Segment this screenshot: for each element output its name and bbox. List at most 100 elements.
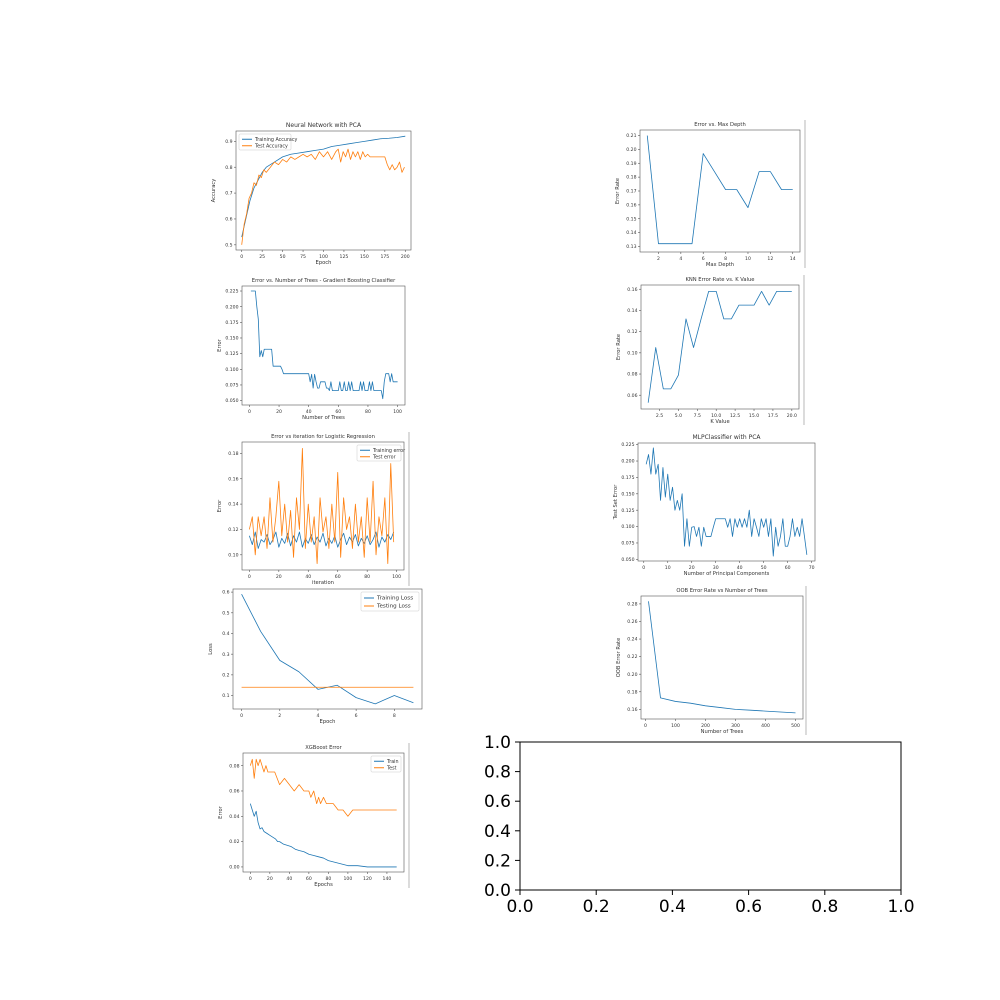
y-tick-label: 0.16 xyxy=(627,287,637,293)
x-axis-label: Epoch xyxy=(320,719,336,725)
x-tick-label: 80 xyxy=(364,574,370,580)
y-tick-label: 0.6 xyxy=(225,217,232,223)
chart-panel-2: 2 4 6 8 10 12 14 0.13 0.14 0.15 0.16 0.17 0.18 0.19 0.… xyxy=(615,120,806,268)
x-tick-label: 0 xyxy=(240,254,243,260)
series-line-1 xyxy=(645,447,808,557)
y-tick-label: 0.18 xyxy=(228,451,238,457)
y-tick-label: 0.7 xyxy=(225,191,232,197)
y-tick-label: 0.24 xyxy=(627,637,637,643)
y-tick-label: 0.0 xyxy=(484,881,511,901)
x-tick-label: 100 xyxy=(671,723,680,729)
x-axis-label: Number of Principal Components xyxy=(684,571,770,577)
legend-box xyxy=(360,591,420,612)
y-tick-label: 0.14 xyxy=(228,502,238,508)
legend-label: Test Accuracy xyxy=(254,143,288,149)
x-tick-label: 175 xyxy=(380,254,389,260)
y-axis-label: Test Set Error xyxy=(613,484,619,521)
y-tick-label: 0.10 xyxy=(228,552,238,558)
x-tick-label: 300 xyxy=(731,723,740,729)
axes-frame xyxy=(232,588,423,710)
y-tick-label: 0.6 xyxy=(484,792,511,812)
x-tick-label: 140 xyxy=(383,876,392,882)
chart-title: Neural Network with PCA xyxy=(286,122,362,129)
y-tick-label: 0.18 xyxy=(626,175,636,181)
chart-title: Error vs iteration for Logistic Regressi… xyxy=(271,434,375,440)
x-axis-label: Epochs xyxy=(314,882,333,888)
y-tick-label: 0.06 xyxy=(627,393,637,399)
axes-frame xyxy=(637,442,816,562)
series-line-1 xyxy=(648,601,796,714)
y-tick-label: 0.18 xyxy=(627,689,637,695)
y-tick-label: 0.12 xyxy=(228,527,238,533)
axes-frame xyxy=(639,129,801,253)
y-tick-label: 0.14 xyxy=(626,230,636,236)
x-tick-label: 14 xyxy=(790,256,796,262)
y-tick-label: 0.150 xyxy=(225,336,238,342)
axes-frame xyxy=(519,741,902,891)
axes-frame xyxy=(242,752,405,873)
x-tick-label: 6 xyxy=(702,256,705,262)
y-axis-label: Error Rate xyxy=(616,334,622,360)
x-tick-label: 0.2 xyxy=(583,897,610,917)
series-line-2 xyxy=(249,758,397,817)
x-tick-label: 20 xyxy=(689,565,695,571)
x-tick-label: 125 xyxy=(340,254,349,260)
x-tick-label: 6 xyxy=(355,713,358,719)
x-tick-label: 25 xyxy=(259,254,265,260)
x-axis-label: Number of Trees xyxy=(302,415,345,421)
y-tick-label: 0.6 xyxy=(222,590,229,596)
y-tick-label: 0.28 xyxy=(627,602,637,608)
chart-panel-10: 0.0 0.2 0.4 0.6 0.8 1.0 0.0 0.2 0.4 0.6 0.8 1.0 xyxy=(484,733,915,917)
y-tick-label: 0.08 xyxy=(229,763,239,769)
x-tick-label: 8 xyxy=(724,256,727,262)
y-tick-label: 0.5 xyxy=(222,610,229,616)
y-tick-label: 0.13 xyxy=(626,244,636,250)
x-tick-label: 60 xyxy=(335,574,341,580)
y-tick-label: 0.050 xyxy=(621,557,634,563)
y-tick-label: 0.225 xyxy=(225,289,238,295)
y-tick-label: 0.175 xyxy=(225,320,238,326)
y-tick-label: 0.9 xyxy=(225,139,232,145)
y-tick-label: 0.4 xyxy=(484,822,511,842)
y-tick-label: 0.200 xyxy=(225,304,238,310)
x-tick-label: 8 xyxy=(393,713,396,719)
y-tick-label: 0.16 xyxy=(627,707,637,713)
y-tick-label: 0.100 xyxy=(621,524,634,530)
x-tick-label: 40 xyxy=(306,409,312,415)
x-tick-label: 30 xyxy=(713,565,719,571)
y-tick-label: 0.15 xyxy=(626,216,636,222)
chart-panel-4: 2.5 5.0 7.5 10.0 12.5 15.0 17.5 20.0 0.06 0.08 0.1… xyxy=(616,275,805,425)
y-axis-label: Error Rate xyxy=(615,178,621,204)
legend-label: Test error xyxy=(372,454,396,460)
x-tick-label: 50 xyxy=(761,565,767,571)
chart-panel-9: 0 20 40 60 80 100 120 140 0.00 0.02 0.04 0.06 0.08 XG… xyxy=(218,743,410,888)
x-tick-label: 60 xyxy=(785,565,791,571)
y-tick-label: 0.125 xyxy=(621,508,634,514)
x-tick-label: 10 xyxy=(665,565,671,571)
axes-frame xyxy=(640,284,800,410)
x-tick-label: 150 xyxy=(360,254,369,260)
x-tick-label: 100 xyxy=(344,876,353,882)
x-tick-label: 40 xyxy=(305,574,311,580)
y-tick-label: 0.175 xyxy=(621,475,634,481)
chart-panel-8: 0 100 200 300 400 500 0.16 0.18 0.20 0.22 0.24 0.26… xyxy=(616,586,807,735)
chart-panel-1: 0 25 50 75 100 125 150 175 200 0.5 0.6 0.7 0.8 0.9 Neu… xyxy=(211,122,412,266)
x-tick-label: 0 xyxy=(240,713,243,719)
x-tick-label: 200 xyxy=(401,254,410,260)
legend-label: Test xyxy=(386,765,397,771)
y-tick-label: 0.150 xyxy=(621,491,634,497)
x-tick-label: 0.6 xyxy=(735,897,762,917)
y-axis-label: Error xyxy=(218,805,224,819)
y-tick-label: 0.08 xyxy=(627,372,637,378)
x-tick-label: 100 xyxy=(392,574,401,580)
x-tick-label: 50 xyxy=(280,254,286,260)
series-line-2 xyxy=(248,447,395,565)
y-tick-label: 0.21 xyxy=(626,133,636,139)
x-tick-label: 60 xyxy=(335,409,341,415)
series-line-1 xyxy=(249,803,397,868)
y-tick-label: 0.17 xyxy=(626,189,636,195)
x-tick-label: 1.0 xyxy=(887,897,914,917)
x-tick-label: 70 xyxy=(809,565,815,571)
